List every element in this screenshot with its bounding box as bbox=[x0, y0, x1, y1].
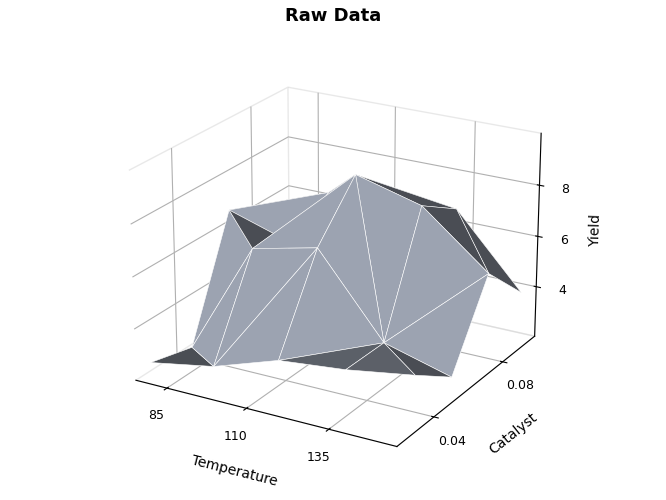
X-axis label: Temperature: Temperature bbox=[190, 454, 278, 488]
Title: Raw Data: Raw Data bbox=[285, 7, 381, 25]
Y-axis label: Catalyst: Catalyst bbox=[487, 410, 540, 457]
